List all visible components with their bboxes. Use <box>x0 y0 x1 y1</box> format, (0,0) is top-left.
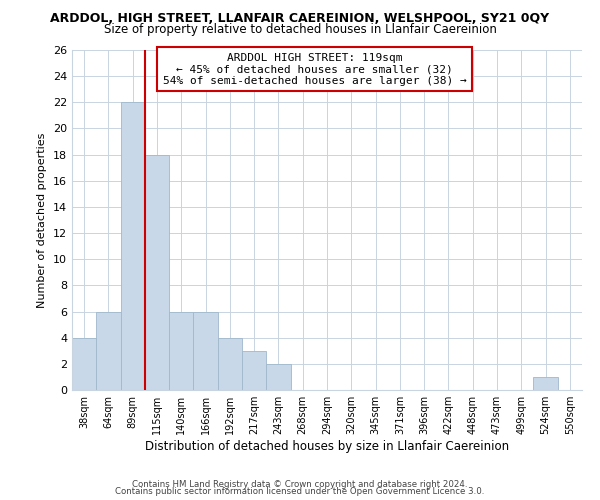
Bar <box>193 312 218 390</box>
Bar <box>242 351 266 390</box>
Text: Contains HM Land Registry data © Crown copyright and database right 2024.: Contains HM Land Registry data © Crown c… <box>132 480 468 489</box>
Text: ARDDOL, HIGH STREET, LLANFAIR CAEREINION, WELSHPOOL, SY21 0QY: ARDDOL, HIGH STREET, LLANFAIR CAEREINION… <box>50 12 550 26</box>
Y-axis label: Number of detached properties: Number of detached properties <box>37 132 47 308</box>
Text: ARDDOL HIGH STREET: 119sqm
← 45% of detached houses are smaller (32)
54% of semi: ARDDOL HIGH STREET: 119sqm ← 45% of deta… <box>163 52 467 86</box>
X-axis label: Distribution of detached houses by size in Llanfair Caereinion: Distribution of detached houses by size … <box>145 440 509 453</box>
Bar <box>72 338 96 390</box>
Bar <box>169 312 193 390</box>
Bar <box>218 338 242 390</box>
Bar <box>121 102 145 390</box>
Bar <box>266 364 290 390</box>
Text: Contains public sector information licensed under the Open Government Licence 3.: Contains public sector information licen… <box>115 487 485 496</box>
Text: Size of property relative to detached houses in Llanfair Caereinion: Size of property relative to detached ho… <box>104 22 496 36</box>
Bar <box>533 377 558 390</box>
Bar <box>145 154 169 390</box>
Bar <box>96 312 121 390</box>
